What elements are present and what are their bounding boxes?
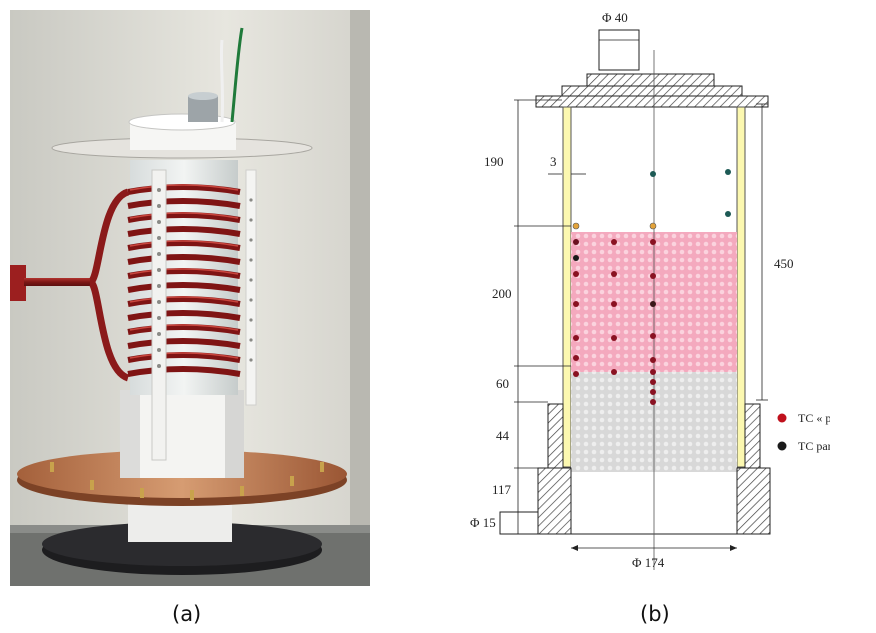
foot-left (537, 467, 572, 535)
dim-bed-upper: 200 (492, 286, 512, 301)
top-outlet (598, 29, 640, 71)
dim-freeboard: 190 (484, 154, 504, 169)
left-wall (562, 106, 572, 468)
legend-label-particle: TC particule (798, 439, 830, 453)
dim-total-height: 450 (774, 256, 794, 271)
legend-label-pore: TC « pore » (798, 411, 830, 425)
dim-bed-lower: 60 (496, 376, 509, 391)
base-left (547, 403, 564, 469)
legend: TC « pore » TC particule (777, 411, 830, 453)
dim-wall-thickness: 3 (550, 154, 557, 169)
support-cylinder (120, 390, 244, 478)
dim-pipe-diameter: Φ 15 (470, 515, 496, 530)
thermocouples-gas (572, 169, 731, 230)
thermocouples-particle (573, 239, 656, 405)
heating-coil (127, 184, 241, 377)
top-flange (535, 95, 769, 108)
inlet-connector (10, 265, 26, 301)
sensor-strip-left (151, 169, 167, 461)
sensor-strip-right (245, 169, 257, 406)
reactor-photo (10, 10, 370, 586)
caption-b: (b) (640, 602, 670, 626)
dim-top-diameter: Φ 40 (602, 10, 628, 25)
base-right (744, 403, 761, 469)
top-pipe (188, 96, 218, 122)
foot-right (736, 467, 771, 535)
dim-bottom: 117 (492, 482, 512, 497)
right-wall (736, 106, 746, 468)
dim-inner-diameter: Φ 174 (632, 555, 665, 570)
dim-base: 44 (496, 428, 510, 443)
caption-a: (a) (172, 602, 202, 626)
reactor-schematic: Φ 40 190 200 60 44 117 Φ 15 3 450 Φ 174 (470, 10, 830, 570)
legend-marker-particle (777, 441, 787, 451)
legend-marker-pore (777, 413, 787, 423)
inlet-pipe (499, 511, 539, 535)
